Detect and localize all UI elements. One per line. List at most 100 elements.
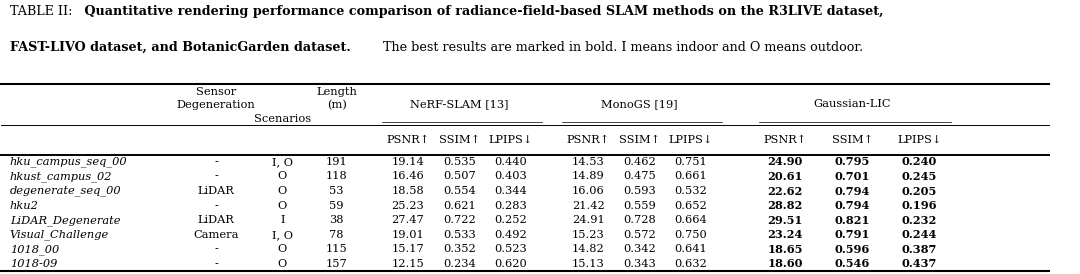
Text: 1018_00: 1018_00 xyxy=(10,244,59,255)
Text: Visual_Challenge: Visual_Challenge xyxy=(10,229,109,240)
Text: 0.344: 0.344 xyxy=(495,186,527,196)
Text: SSIM↑: SSIM↑ xyxy=(438,135,480,145)
Text: 0.722: 0.722 xyxy=(443,215,475,225)
Text: 16.46: 16.46 xyxy=(392,172,424,181)
Text: 0.750: 0.750 xyxy=(675,230,707,240)
Text: 0.462: 0.462 xyxy=(623,157,656,167)
Text: -: - xyxy=(214,172,218,181)
Text: MonoGS [19]: MonoGS [19] xyxy=(602,99,678,109)
Text: 118: 118 xyxy=(326,172,348,181)
Text: Sensor
Degeneration: Sensor Degeneration xyxy=(177,87,256,110)
Text: Gaussian-LIC: Gaussian-LIC xyxy=(813,99,891,109)
Text: 0.507: 0.507 xyxy=(443,172,475,181)
Text: 0.232: 0.232 xyxy=(902,215,937,226)
Text: 0.352: 0.352 xyxy=(443,244,475,254)
Text: 12.15: 12.15 xyxy=(392,259,424,269)
Text: LiDAR_Degenerate: LiDAR_Degenerate xyxy=(10,215,120,226)
Text: hku2: hku2 xyxy=(10,201,39,211)
Text: 0.751: 0.751 xyxy=(675,157,707,167)
Text: PSNR↑: PSNR↑ xyxy=(764,135,807,145)
Text: Quantitative rendering performance comparison of radiance-field-based SLAM metho: Quantitative rendering performance compa… xyxy=(80,5,883,18)
Text: NeRF-SLAM [13]: NeRF-SLAM [13] xyxy=(410,99,509,109)
Text: 0.661: 0.661 xyxy=(675,172,707,181)
Text: 191: 191 xyxy=(326,157,348,167)
Text: 0.342: 0.342 xyxy=(623,244,656,254)
Text: 24.91: 24.91 xyxy=(572,215,605,225)
Text: hku_campus_seq_00: hku_campus_seq_00 xyxy=(10,156,127,167)
Text: 0.791: 0.791 xyxy=(835,229,870,240)
Text: 0.535: 0.535 xyxy=(443,157,475,167)
Text: 78: 78 xyxy=(329,230,345,240)
Text: 0.794: 0.794 xyxy=(835,185,870,196)
Text: O: O xyxy=(278,186,287,196)
Text: LPIPS↓: LPIPS↓ xyxy=(488,135,532,145)
Text: O: O xyxy=(278,244,287,254)
Text: 0.701: 0.701 xyxy=(835,171,870,182)
Text: 16.06: 16.06 xyxy=(572,186,605,196)
Text: LiDAR: LiDAR xyxy=(198,215,234,225)
Text: 0.821: 0.821 xyxy=(835,215,870,226)
Text: 0.440: 0.440 xyxy=(495,157,527,167)
Text: 0.546: 0.546 xyxy=(835,258,870,269)
Text: 14.53: 14.53 xyxy=(572,157,605,167)
Text: degenerate_seq_00: degenerate_seq_00 xyxy=(10,186,121,196)
Text: 0.596: 0.596 xyxy=(835,244,870,255)
Text: -: - xyxy=(214,201,218,211)
Text: SSIM↑: SSIM↑ xyxy=(832,135,873,145)
Text: 0.403: 0.403 xyxy=(495,172,527,181)
Text: 22.62: 22.62 xyxy=(768,185,802,196)
Text: LPIPS↓: LPIPS↓ xyxy=(669,135,713,145)
Text: 15.23: 15.23 xyxy=(572,230,605,240)
Text: 0.664: 0.664 xyxy=(675,215,707,225)
Text: LiDAR: LiDAR xyxy=(198,186,234,196)
Text: SSIM↑: SSIM↑ xyxy=(619,135,660,145)
Text: hkust_campus_02: hkust_campus_02 xyxy=(10,171,112,182)
Text: 23.24: 23.24 xyxy=(768,229,802,240)
Text: 25.23: 25.23 xyxy=(392,201,424,211)
Text: PSNR↑: PSNR↑ xyxy=(387,135,430,145)
Text: O: O xyxy=(278,201,287,211)
Text: 0.283: 0.283 xyxy=(495,201,527,211)
Text: FAST-LIVO dataset, and BotanicGarden dataset.: FAST-LIVO dataset, and BotanicGarden dat… xyxy=(10,41,351,54)
Text: 0.244: 0.244 xyxy=(902,229,937,240)
Text: 24.90: 24.90 xyxy=(768,156,802,167)
Text: 0.554: 0.554 xyxy=(443,186,475,196)
Text: I: I xyxy=(280,215,284,225)
Text: 0.240: 0.240 xyxy=(902,156,937,167)
Text: 0.532: 0.532 xyxy=(675,186,707,196)
Text: 115: 115 xyxy=(326,244,348,254)
Text: -: - xyxy=(214,157,218,167)
Text: 28.82: 28.82 xyxy=(768,200,802,211)
Text: 0.652: 0.652 xyxy=(675,201,707,211)
Text: 0.196: 0.196 xyxy=(902,200,937,211)
Text: 29.51: 29.51 xyxy=(768,215,802,226)
Text: 0.205: 0.205 xyxy=(902,185,937,196)
Text: 38: 38 xyxy=(329,215,345,225)
Text: 21.42: 21.42 xyxy=(572,201,605,211)
Text: 19.14: 19.14 xyxy=(392,157,424,167)
Text: 0.523: 0.523 xyxy=(495,244,527,254)
Text: 0.621: 0.621 xyxy=(443,201,475,211)
Text: 20.61: 20.61 xyxy=(768,171,804,182)
Text: 0.533: 0.533 xyxy=(443,230,475,240)
Text: 0.794: 0.794 xyxy=(835,200,870,211)
Text: Scenarios: Scenarios xyxy=(254,114,311,124)
Text: TABLE II:: TABLE II: xyxy=(10,5,72,18)
Text: O: O xyxy=(278,259,287,269)
Text: 0.343: 0.343 xyxy=(623,259,656,269)
Text: -: - xyxy=(214,259,218,269)
Text: 0.252: 0.252 xyxy=(495,215,527,225)
Text: 0.387: 0.387 xyxy=(902,244,937,255)
Text: I, O: I, O xyxy=(272,157,293,167)
Text: 27.47: 27.47 xyxy=(392,215,424,225)
Text: 0.593: 0.593 xyxy=(623,186,656,196)
Text: 15.17: 15.17 xyxy=(392,244,424,254)
Text: 1018-09: 1018-09 xyxy=(10,259,57,269)
Text: 0.572: 0.572 xyxy=(623,230,656,240)
Text: 0.632: 0.632 xyxy=(675,259,707,269)
Text: 0.234: 0.234 xyxy=(443,259,475,269)
Text: 14.82: 14.82 xyxy=(572,244,605,254)
Text: 53: 53 xyxy=(329,186,345,196)
Text: LPIPS↓: LPIPS↓ xyxy=(897,135,942,145)
Text: 0.437: 0.437 xyxy=(902,258,937,269)
